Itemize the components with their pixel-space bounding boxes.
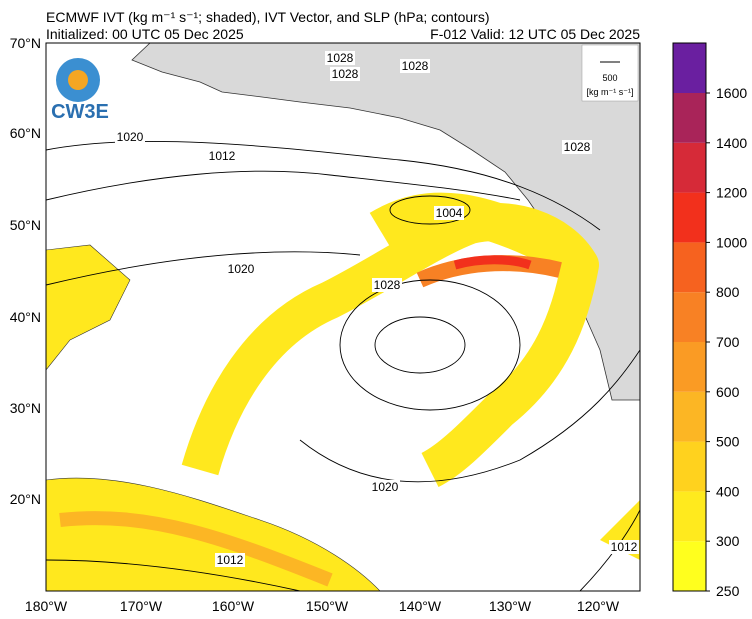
colorbar-frame	[672, 42, 707, 592]
initialized: Initialized: 00 UTC 05 Dec 2025	[46, 26, 244, 42]
contour-label: 1012	[217, 553, 244, 567]
contour-label: 1020	[228, 262, 255, 276]
lon-label: 150°W	[306, 598, 349, 614]
vector-key-box	[581, 44, 639, 102]
colorbar-label: 600	[716, 384, 740, 400]
contour-label-bg	[115, 130, 145, 144]
colorbar-label: 250	[716, 583, 740, 599]
contour-label-bg	[434, 206, 464, 220]
lon-label: 130°W	[489, 598, 532, 614]
contour-label-bg	[325, 51, 355, 65]
contour-label: 1020	[372, 480, 399, 494]
contour-label-bg	[226, 262, 256, 276]
lat-label: 20°N	[10, 491, 41, 507]
ivt-core	[453, 255, 532, 270]
lat-label: 60°N	[10, 125, 41, 141]
ivt-plume	[46, 244, 131, 371]
logo-mark	[68, 70, 88, 90]
colorbar-segment	[673, 292, 706, 342]
colorbar-label: 1400	[716, 135, 747, 151]
title: ECMWF IVT (kg m⁻¹ s⁻¹; shaded), IVT Vect…	[46, 9, 490, 25]
lat-label: 70°N	[10, 35, 41, 51]
lon-label: 170°W	[120, 598, 163, 614]
map: 500 [kg m⁻¹ s⁻¹] CW3E	[45, 42, 641, 592]
colorbar-label: 400	[716, 483, 740, 499]
lon-label: 180°W	[25, 598, 68, 614]
contour-label-bg	[370, 480, 400, 494]
colorbar-label: 700	[716, 334, 740, 350]
contour-label-bg	[372, 278, 402, 292]
contour-label: 1028	[374, 278, 401, 292]
valid-time: F-012 Valid: 12 UTC 05 Dec 2025	[430, 26, 640, 42]
lat-label: 50°N	[10, 217, 41, 233]
colorbar-segment	[673, 342, 706, 392]
colorbar-label: 1600	[716, 85, 747, 101]
colorbar-segment	[673, 93, 706, 143]
contour-label-bg	[609, 540, 639, 554]
colorbar-segment	[673, 142, 706, 193]
lon-label: 120°W	[577, 598, 620, 614]
colorbar-segment	[673, 192, 706, 243]
colorbar-segment	[673, 391, 706, 442]
lat-label: 30°N	[10, 400, 41, 416]
contour-label-bg	[215, 553, 245, 567]
colorbar-segment	[673, 242, 706, 293]
contour-label: 1012	[209, 149, 236, 163]
colorbar-segment	[673, 491, 706, 542]
vector-key-value: 500	[602, 73, 617, 83]
contour-label: 1028	[564, 140, 591, 154]
contour-label: 1028	[332, 67, 359, 81]
colorbar-label: 1200	[716, 185, 747, 201]
colorbar-segment	[673, 441, 706, 492]
lat-label: 40°N	[10, 309, 41, 325]
lon-label: 160°W	[212, 598, 255, 614]
colorbar-label: 300	[716, 533, 740, 549]
contour-label: 1028	[402, 59, 429, 73]
colorbar-label: 800	[716, 284, 740, 300]
contour-label-bg	[207, 149, 237, 163]
contour-label-bg	[400, 59, 430, 73]
colorbar: 250 300 400 500 600 700 800 1000 1200 1400 1600	[672, 42, 747, 599]
contour-label: 1028	[327, 51, 354, 65]
colorbar-label: 500	[716, 434, 740, 450]
vector-key-units: [kg m⁻¹ s⁻¹]	[587, 87, 634, 97]
contour-label-bg	[330, 67, 360, 81]
colorbar-segment	[673, 43, 706, 93]
colorbar-label: 1000	[716, 234, 747, 250]
contour-label: 1020	[117, 130, 144, 144]
ivt-core	[59, 511, 333, 587]
contour-label-bg	[562, 140, 592, 154]
land	[131, 43, 640, 401]
contour-label: 1012	[611, 540, 638, 554]
colorbar-segment	[673, 541, 706, 591]
logo: CW3E	[51, 101, 109, 123]
lon-label: 140°W	[399, 598, 442, 614]
map-frame	[45, 42, 641, 592]
contour-label: 1004	[436, 206, 463, 220]
